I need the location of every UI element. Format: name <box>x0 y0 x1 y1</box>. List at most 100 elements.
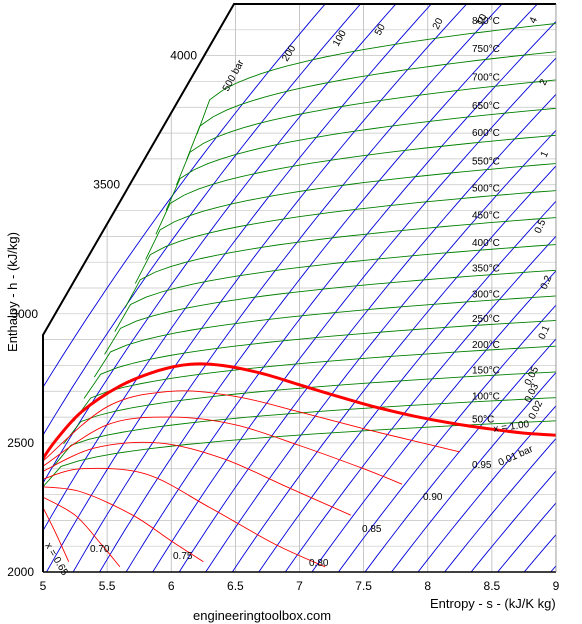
pressure-line <box>178 4 556 572</box>
temperature-label: 200°C <box>472 340 500 351</box>
quality-line <box>43 416 403 485</box>
temperature-label: 700°C <box>472 73 500 84</box>
pressure-line <box>391 4 556 572</box>
footer-source: engineeringtoolbox.com <box>193 608 331 623</box>
pressure-line <box>99 4 538 572</box>
quality-label: 0.75 <box>173 551 193 562</box>
x-tick-label: 7 <box>296 579 303 593</box>
temperature-line <box>52 395 556 467</box>
saturation-line-group <box>41 362 557 460</box>
pressure-line <box>470 4 556 572</box>
pressure-line <box>205 4 556 572</box>
quality-label: 0.70 <box>90 544 110 555</box>
y-tick-label: 3000 <box>11 307 38 321</box>
temperature-label: 250°C <box>472 314 500 325</box>
y-tick-label: 3500 <box>93 178 120 192</box>
temperature-line <box>165 105 556 211</box>
saturation-line <box>41 362 557 460</box>
quality-line <box>43 390 460 462</box>
pressure-line <box>364 4 556 572</box>
pressure-label: 4 <box>528 15 540 25</box>
temperature-label: 600°C <box>472 128 500 139</box>
temperature-line <box>114 242 556 332</box>
pressure-label: 0.5 <box>533 218 549 236</box>
temperature-line <box>155 132 556 235</box>
temperature-line <box>175 77 556 186</box>
y-tick-label: 4000 <box>170 49 197 63</box>
x-tick-label: 6 <box>168 579 175 593</box>
quality-label: 0.85 <box>362 524 382 535</box>
x-axis-label: Entropy - s - (kJ/K kg) <box>430 596 556 611</box>
temperature-label: 350°C <box>472 264 500 275</box>
temperature-label: 750°C <box>472 44 500 55</box>
chart-frame <box>42 3 557 573</box>
temperature-label: 50°C <box>472 415 494 426</box>
pressure-line <box>46 4 468 572</box>
quality-label: 0.80 <box>309 558 329 569</box>
quality-line <box>43 486 204 563</box>
quality-line <box>43 441 351 516</box>
pressure-line <box>43 4 326 572</box>
temperature-line <box>104 268 556 355</box>
y-axis-label: Enthalpy - h - (kJ/kg) <box>5 232 20 352</box>
pressure-label: 2 <box>538 77 550 87</box>
pressure-line <box>417 4 556 572</box>
quality-line <box>43 467 326 568</box>
x-tick-label: 8 <box>424 579 431 593</box>
x-tick-label: 5 <box>40 579 47 593</box>
x-tick-labels: 5 5.5 6 6.5 7 7.5 8 8.5 9 <box>40 579 560 593</box>
quality-lines <box>43 390 460 568</box>
temperature-label: 500°C <box>472 184 500 195</box>
pressure-label: 0.2 <box>539 274 555 292</box>
quality-line <box>43 496 121 568</box>
temperature-lines <box>43 20 556 488</box>
x-tick-label: 6.5 <box>227 579 244 593</box>
pressure-line <box>258 4 556 572</box>
x-tick-label: 7.5 <box>355 579 372 593</box>
temperature-label: 450°C <box>472 211 500 222</box>
y-tick-label: 2500 <box>7 436 34 450</box>
quality-label: 0.90 <box>423 492 443 503</box>
pressure-line <box>577 4 582 572</box>
pressure-label: 20 <box>431 16 446 31</box>
pressure-label: 100 <box>331 28 349 48</box>
pressure-line <box>72 4 503 572</box>
temperature-label: 800°C <box>472 16 500 27</box>
pressure-line <box>284 4 556 572</box>
pressure-line <box>338 4 556 572</box>
pressure-line <box>43 4 361 572</box>
frame-top-left-edge <box>42 3 556 572</box>
temperature-line <box>83 318 556 399</box>
temperature-line <box>124 215 556 308</box>
pressure-lines <box>43 4 582 572</box>
pressure-label: 0.01 bar <box>497 443 536 468</box>
iso-labels: 50°C 100°C 150°C 200°C 250°C 300°C 350°C 400°C 4… <box>42 12 554 578</box>
temperature-line <box>93 294 556 378</box>
temperature-label: 400°C <box>472 238 500 249</box>
pressure-label: 500 bar <box>221 58 247 94</box>
x-tick-label: 8.5 <box>484 579 501 593</box>
x-tick-label: 9 <box>553 579 560 593</box>
temperature-label: 150°C <box>472 366 500 377</box>
temperature-line <box>186 48 556 160</box>
pressure-label: 1 <box>539 149 551 159</box>
pressure-label: 200 <box>280 43 298 63</box>
x-tick-label: 5.5 <box>99 579 116 593</box>
y-tick-labels: 2000 2500 3000 3500 4000 <box>7 49 197 579</box>
pressure-line <box>311 4 556 572</box>
pressure-label: 10 <box>475 12 490 27</box>
quality-line <box>43 507 70 562</box>
pressure-line <box>125 4 556 572</box>
temperature-label: 300°C <box>472 289 500 300</box>
pressure-line <box>43 4 432 572</box>
temperature-line <box>196 20 556 135</box>
temperature-label: 550°C <box>472 156 500 167</box>
temperature-label: 650°C <box>472 101 500 112</box>
temperature-line <box>145 161 556 260</box>
temperature-line <box>134 188 556 284</box>
pressure-line <box>231 4 556 572</box>
temperature-line <box>73 344 556 422</box>
temperature-line <box>63 370 556 445</box>
y-tick-label: 2000 <box>7 565 34 579</box>
